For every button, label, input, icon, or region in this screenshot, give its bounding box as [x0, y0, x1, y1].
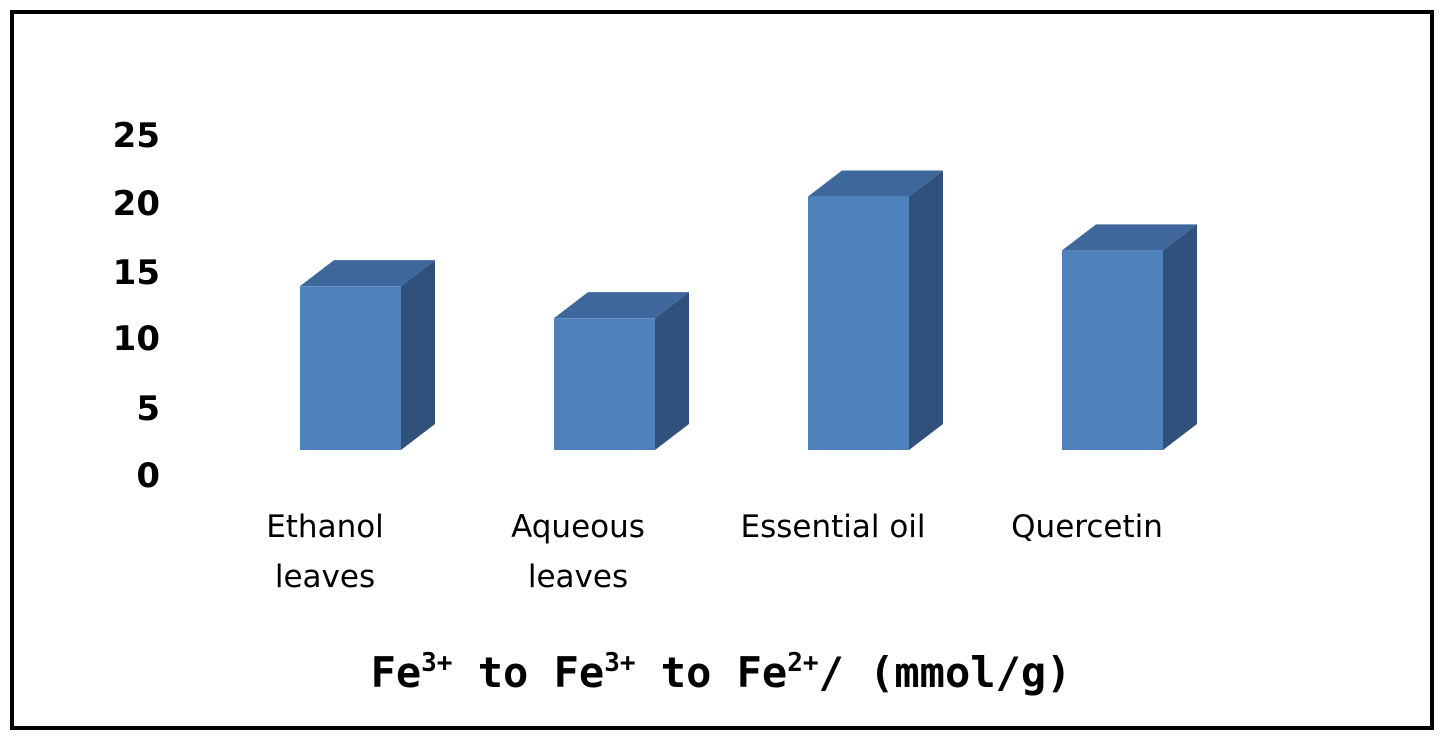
y-axis-ticks: 0 5 10 15 20 25 [113, 116, 160, 496]
bar-front-face [808, 196, 909, 450]
bar-side-face [655, 292, 689, 450]
x-axis-title-part: / (mmol/g) [818, 648, 1072, 697]
bar-front-face [554, 318, 655, 450]
bar-top-face [808, 170, 943, 197]
bar [1062, 224, 1197, 450]
x-tick-label-line: Quercetin [1011, 509, 1163, 545]
bars [300, 170, 1197, 450]
bar-side-face [909, 170, 943, 450]
x-axis-title-part: Fe [370, 648, 422, 697]
x-tick-label: Quercetin [1011, 509, 1163, 545]
x-axis-title-part: to Fe [452, 648, 605, 697]
bar [554, 292, 689, 450]
bar-top-face [1062, 224, 1197, 251]
bar-top-face [300, 260, 435, 287]
x-tick-label-line: leaves [275, 559, 375, 595]
x-axis-title-superscript: 3+ [604, 648, 636, 678]
x-tick-label-line: Aqueous [511, 509, 645, 545]
x-tick-label-line: Ethanol [266, 509, 384, 545]
x-tick-label: Essential oil [740, 509, 925, 545]
bar [808, 170, 943, 450]
bar-front-face [1062, 250, 1163, 450]
y-tick-label: 25 [113, 116, 160, 156]
y-tick-label: 0 [136, 456, 160, 496]
x-axis-ticks: Ethanol leaves Aqueous leaves Essential oil Q… [266, 509, 1163, 595]
bar-side-face [1163, 224, 1197, 450]
y-tick-label: 20 [113, 184, 160, 224]
y-tick-label: 15 [113, 253, 160, 293]
x-axis-title: Fe3+ to Fe3+ to Fe2+/ (mmol/g) [0, 648, 1442, 697]
x-tick-label-line: leaves [528, 559, 628, 595]
bar-top-face [554, 292, 689, 319]
bar [300, 260, 435, 450]
x-tick-label: Ethanol leaves [266, 509, 384, 595]
bar-side-face [401, 260, 435, 450]
x-axis-title-part: to Fe [635, 648, 788, 697]
x-axis-title-superscript: 2+ [787, 648, 819, 678]
x-tick-label-line: Essential oil [740, 509, 925, 545]
y-tick-label: 5 [136, 389, 160, 429]
x-axis-title-superscript: 3+ [421, 648, 453, 678]
x-tick-label: Aqueous leaves [511, 509, 645, 595]
bar-front-face [300, 286, 401, 450]
y-tick-label: 10 [113, 319, 160, 359]
